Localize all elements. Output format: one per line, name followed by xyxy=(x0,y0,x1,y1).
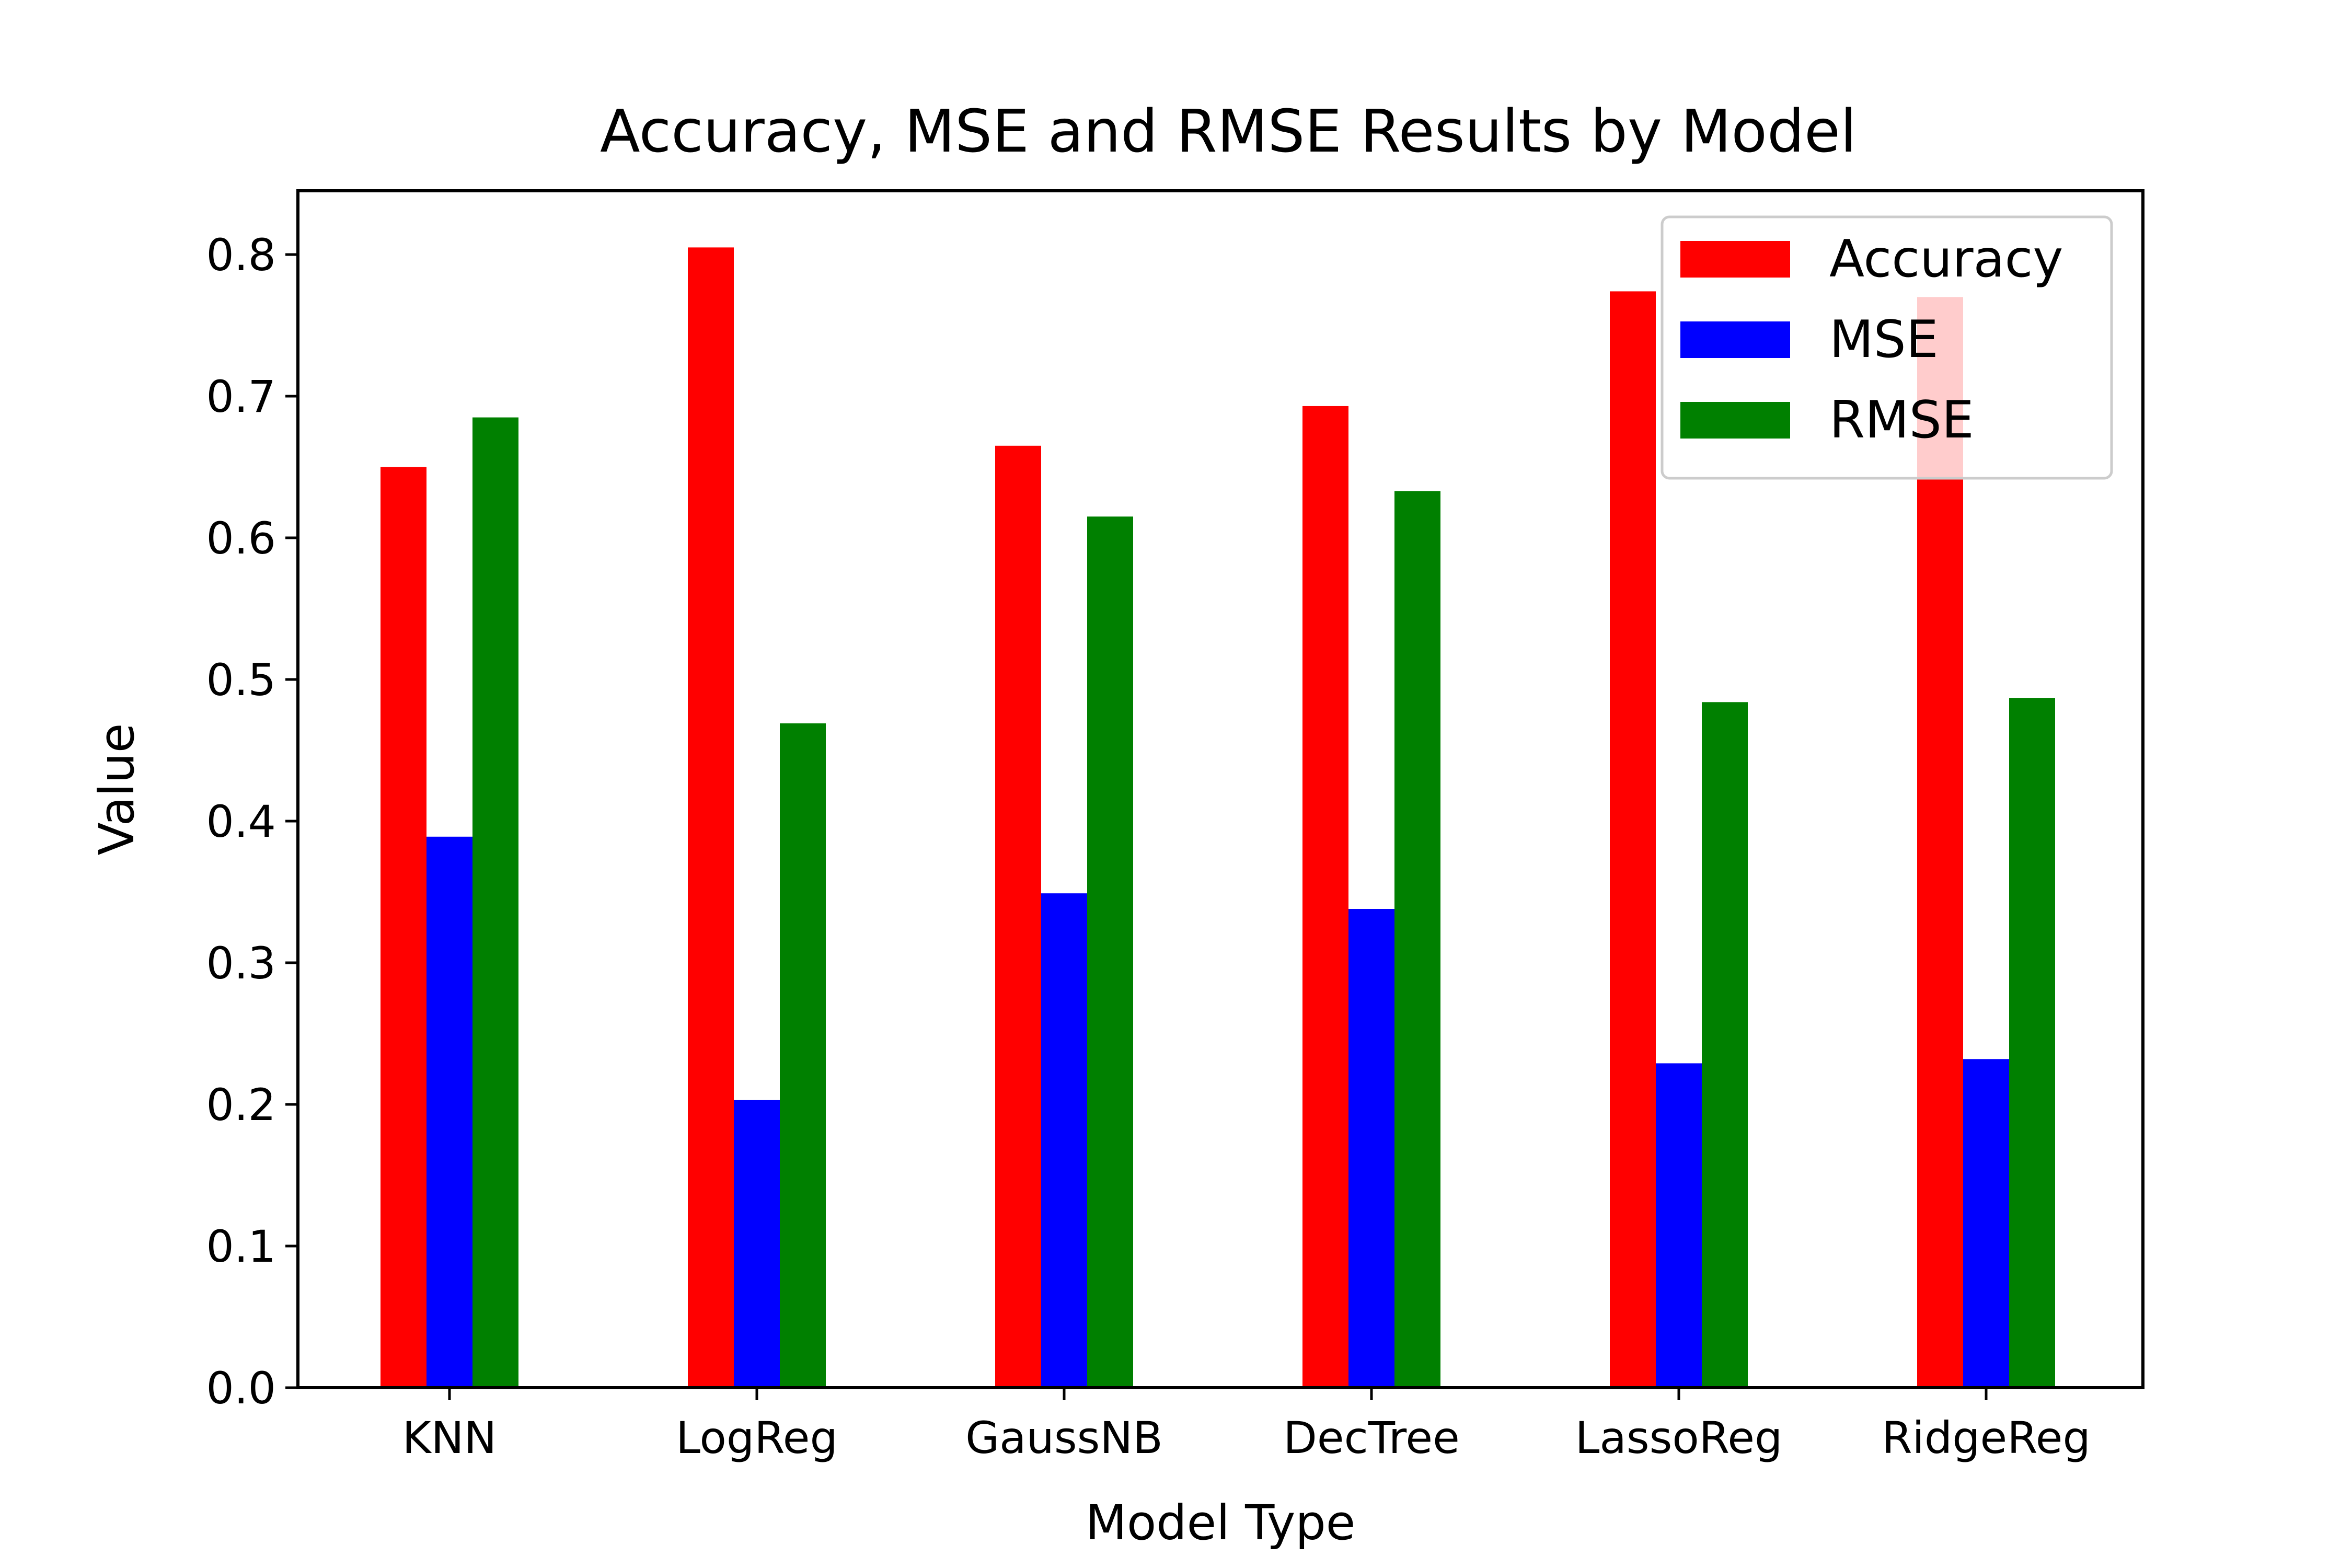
bar-accuracy-gaussnb xyxy=(995,445,1041,1388)
x-tick-label-lassoreg: LassoReg xyxy=(1575,1412,1783,1463)
bar-rmse-dectree xyxy=(1394,491,1440,1388)
bar-mse-gaussnb xyxy=(1041,893,1087,1388)
bar-accuracy-logreg xyxy=(688,247,734,1388)
y-tick-label: 0.0 xyxy=(206,1363,276,1414)
bar-mse-ridgereg xyxy=(1963,1059,2009,1388)
bar-rmse-knn xyxy=(472,417,518,1388)
y-tick-label: 0.7 xyxy=(206,371,276,422)
y-tick-label: 0.1 xyxy=(206,1221,276,1272)
bar-rmse-ridgereg xyxy=(2009,698,2055,1388)
y-tick-label: 0.3 xyxy=(206,938,276,989)
x-tick-label-ridgereg: RidgeReg xyxy=(1882,1412,2091,1463)
y-axis: 0.0 0.1 0.2 0.3 0.4 0.5 0.6 0.7 0.8 xyxy=(206,229,298,1414)
legend-items: Accuracy MSE RMSE xyxy=(1680,229,2063,450)
y-tick-label: 0.2 xyxy=(206,1079,276,1131)
bars-layer xyxy=(381,247,2055,1388)
y-tick-label: 0.6 xyxy=(206,513,276,564)
y-tick-label: 0.5 xyxy=(206,654,276,706)
bar-mse-logreg xyxy=(734,1100,780,1388)
bar-rmse-lassoreg xyxy=(1702,702,1748,1388)
bar-accuracy-lassoreg xyxy=(1610,291,1656,1388)
bar-rmse-logreg xyxy=(780,723,826,1388)
legend: Accuracy MSE RMSE xyxy=(1661,215,2113,480)
x-axis: KNN LogReg GaussNB DecTree LassoReg RidgeReg xyxy=(402,1388,2091,1463)
y-tick-label: 0.8 xyxy=(206,229,276,281)
x-tick-label-knn: KNN xyxy=(402,1412,497,1463)
legend-label-mse: MSE xyxy=(1829,310,1939,370)
legend-swatch-rmse xyxy=(1680,402,1790,439)
plot-frame xyxy=(296,189,2145,1389)
y-tick-label: 0.4 xyxy=(206,796,276,847)
bar-accuracy-dectree xyxy=(1302,406,1348,1388)
bar-mse-knn xyxy=(426,836,472,1388)
bar-mse-dectree xyxy=(1348,909,1394,1388)
legend-swatch-mse xyxy=(1680,321,1790,358)
legend-label-rmse: RMSE xyxy=(1829,390,1974,450)
x-tick-label-dectree: DecTree xyxy=(1283,1412,1460,1463)
bar-rmse-gaussnb xyxy=(1087,516,1133,1388)
x-tick-label-gaussnb: GaussNB xyxy=(965,1412,1163,1463)
chart-title: Accuracy, MSE and RMSE Results by Model xyxy=(600,98,1857,166)
y-axis-title: Value xyxy=(89,723,145,856)
x-tick-label-logreg: LogReg xyxy=(676,1412,838,1463)
bar-mse-lassoreg xyxy=(1656,1063,1702,1388)
legend-label-accuracy: Accuracy xyxy=(1829,229,2063,289)
legend-swatch-accuracy xyxy=(1680,241,1790,278)
x-axis-title: Model Type xyxy=(1086,1495,1356,1551)
bar-accuracy-knn xyxy=(381,467,426,1388)
